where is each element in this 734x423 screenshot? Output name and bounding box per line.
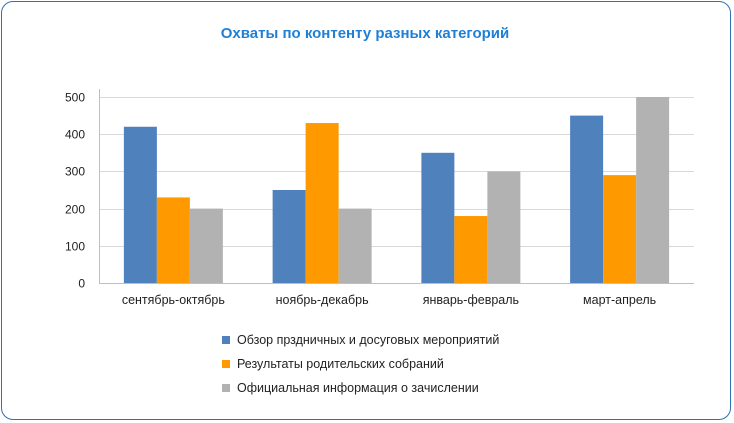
legend-swatch [222, 384, 230, 392]
bar [272, 190, 306, 283]
legend-swatch [222, 336, 230, 344]
y-tick-label: 400 [65, 128, 85, 142]
legend: Обзор прздничных и досуговых мероприятий… [222, 328, 499, 400]
x-tick-label: сентябрь-октябрь [122, 293, 225, 307]
bar [570, 115, 604, 283]
bar [338, 208, 372, 283]
legend-label: Результаты родительских собраний [237, 357, 444, 371]
chart-title: Охваты по контенту разных категорий [220, 25, 510, 42]
legend-label: Официальная информация о зачислении [237, 381, 479, 395]
bar [305, 123, 339, 283]
legend-item: Обзор прздничных и досуговых мероприятий [222, 328, 499, 352]
legend-item: Результаты родительских собраний [222, 352, 499, 376]
bar [636, 97, 670, 283]
bar [487, 171, 521, 283]
bar [421, 152, 455, 283]
y-tick-label: 100 [65, 240, 85, 254]
x-tick-label: ноябрь-декабрь [276, 293, 369, 307]
x-tick-label: январь-февраль [423, 293, 519, 307]
legend-label: Обзор прздничных и досуговых мероприятий [237, 333, 500, 347]
bar [603, 175, 637, 283]
bar [189, 208, 223, 283]
x-tick-label: март-апрель [583, 293, 656, 307]
y-tick-label: 200 [65, 203, 85, 217]
y-tick-label: 500 [65, 91, 85, 105]
y-tick-label: 300 [65, 165, 85, 179]
bar [123, 126, 157, 283]
bar [156, 197, 190, 283]
y-tick-label: 0 [78, 277, 85, 291]
legend-swatch [222, 360, 230, 368]
legend-item: Официальная информация о зачислении [222, 376, 499, 400]
bar [454, 216, 488, 283]
